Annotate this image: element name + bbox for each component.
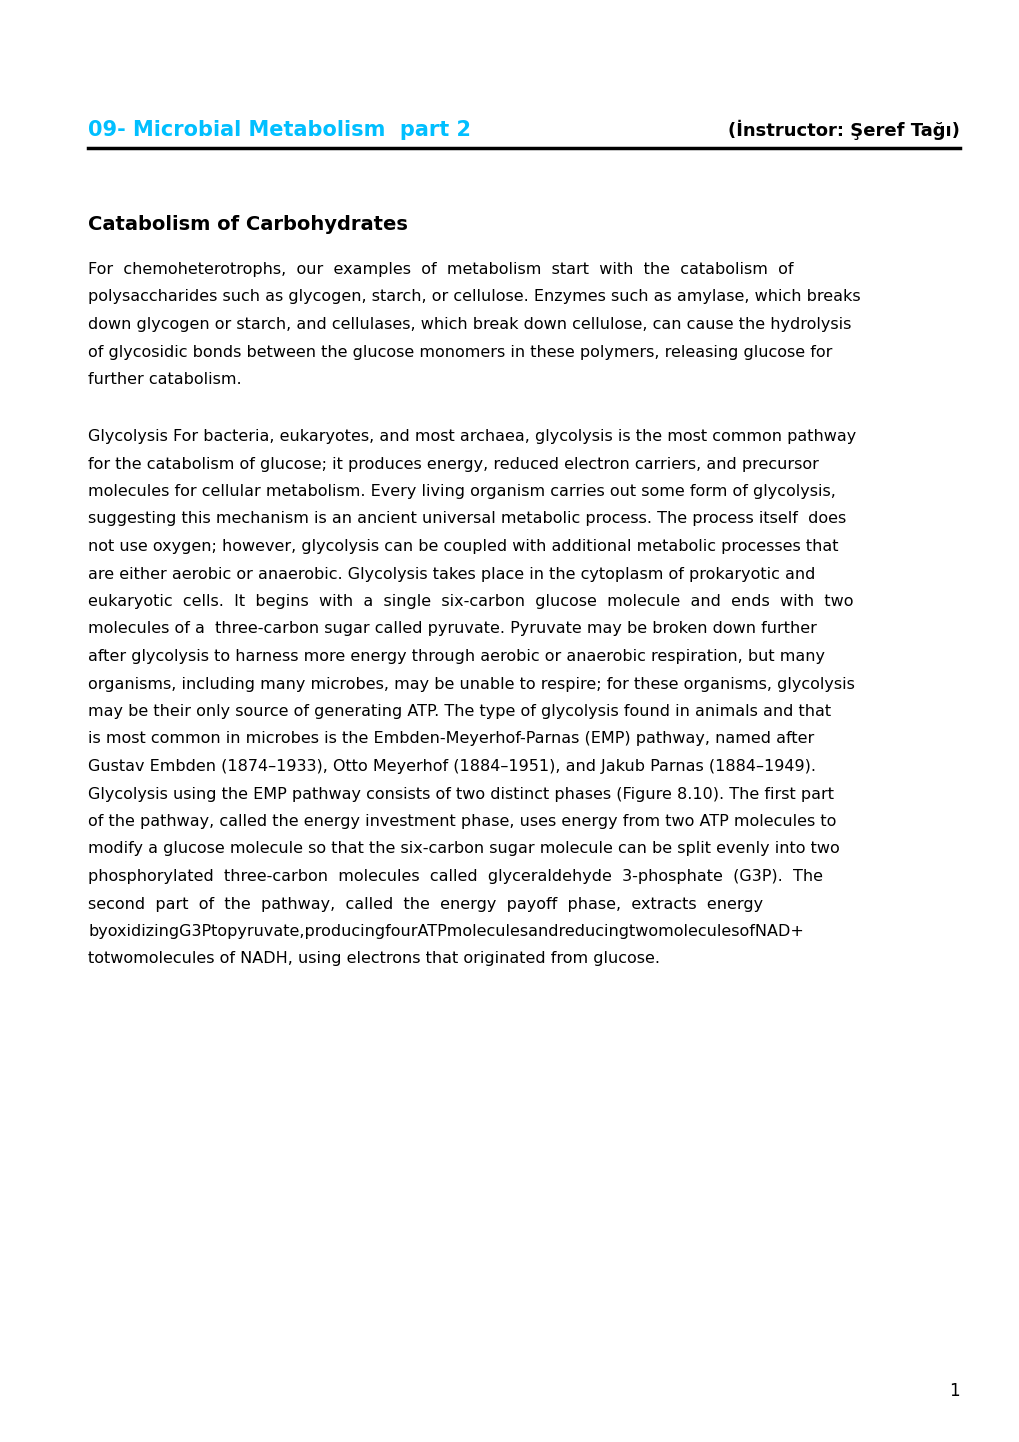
Text: for the catabolism of glucose; it produces energy, reduced electron carriers, an: for the catabolism of glucose; it produc… [88,457,818,472]
Text: molecules of a  three-carbon sugar called pyruvate. Pyruvate may be broken down : molecules of a three-carbon sugar called… [88,622,816,636]
Text: organisms, including many microbes, may be unable to respire; for these organism: organisms, including many microbes, may … [88,676,854,692]
Text: Catabolism of Carbohydrates: Catabolism of Carbohydrates [88,215,408,234]
Text: Glycolysis using the EMP pathway consists of two distinct phases (Figure 8.10). : Glycolysis using the EMP pathway consist… [88,786,834,802]
Text: modify a glucose molecule so that the six-carbon sugar molecule can be split eve: modify a glucose molecule so that the si… [88,842,839,857]
Text: 09- Microbial Metabolism  part 2: 09- Microbial Metabolism part 2 [88,120,471,140]
Text: (İnstructor: Şeref Tağı): (İnstructor: Şeref Tağı) [728,120,959,140]
Text: are either aerobic or anaerobic. Glycolysis takes place in the cytoplasm of prok: are either aerobic or anaerobic. Glycoly… [88,567,814,581]
Text: polysaccharides such as glycogen, starch, or cellulose. Enzymes such as amylase,: polysaccharides such as glycogen, starch… [88,290,860,304]
Text: 1: 1 [949,1381,959,1400]
Text: is most common in microbes is the Embden-Meyerhof-Parnas (EMP) pathway, named af: is most common in microbes is the Embden… [88,731,813,747]
Text: down glycogen or starch, and cellulases, which break down cellulose, can cause t: down glycogen or starch, and cellulases,… [88,317,851,332]
Text: byoxidizingG3Ptopyruvate,producingfourATPmoleculesandreducingtwomoleculesofNAD+: byoxidizingG3Ptopyruvate,producingfourAT… [88,924,803,939]
Text: second  part  of  the  pathway,  called  the  energy  payoff  phase,  extracts  : second part of the pathway, called the e… [88,897,762,911]
Text: molecules for cellular metabolism. Every living organism carries out some form o: molecules for cellular metabolism. Every… [88,485,835,499]
Text: of the pathway, called the energy investment phase, uses energy from two ATP mol: of the pathway, called the energy invest… [88,813,836,829]
Text: further catabolism.: further catabolism. [88,372,242,386]
Text: suggesting this mechanism is an ancient universal metabolic process. The process: suggesting this mechanism is an ancient … [88,512,846,526]
Text: of glycosidic bonds between the glucose monomers in these polymers, releasing gl: of glycosidic bonds between the glucose … [88,345,832,359]
Text: Gustav Embden (1874–1933), Otto Meyerhof (1884–1951), and Jakub Parnas (1884–194: Gustav Embden (1874–1933), Otto Meyerhof… [88,758,815,774]
Text: after glycolysis to harness more energy through aerobic or anaerobic respiration: after glycolysis to harness more energy … [88,649,824,663]
Text: totwomolecules of NADH, using electrons that originated from glucose.: totwomolecules of NADH, using electrons … [88,952,659,966]
Text: Glycolysis For bacteria, eukaryotes, and most archaea, glycolysis is the most co: Glycolysis For bacteria, eukaryotes, and… [88,430,855,444]
Text: phosphorylated  three-carbon  molecules  called  glyceraldehyde  3-phosphate  (G: phosphorylated three-carbon molecules ca… [88,870,822,884]
Text: may be their only source of generating ATP. The type of glycolysis found in anim: may be their only source of generating A… [88,704,830,720]
Text: For  chemoheterotrophs,  our  examples  of  metabolism  start  with  the  catabo: For chemoheterotrophs, our examples of m… [88,262,793,277]
Text: eukaryotic  cells.  It  begins  with  a  single  six-carbon  glucose  molecule  : eukaryotic cells. It begins with a singl… [88,594,853,609]
Text: not use oxygen; however, glycolysis can be coupled with additional metabolic pro: not use oxygen; however, glycolysis can … [88,539,838,554]
